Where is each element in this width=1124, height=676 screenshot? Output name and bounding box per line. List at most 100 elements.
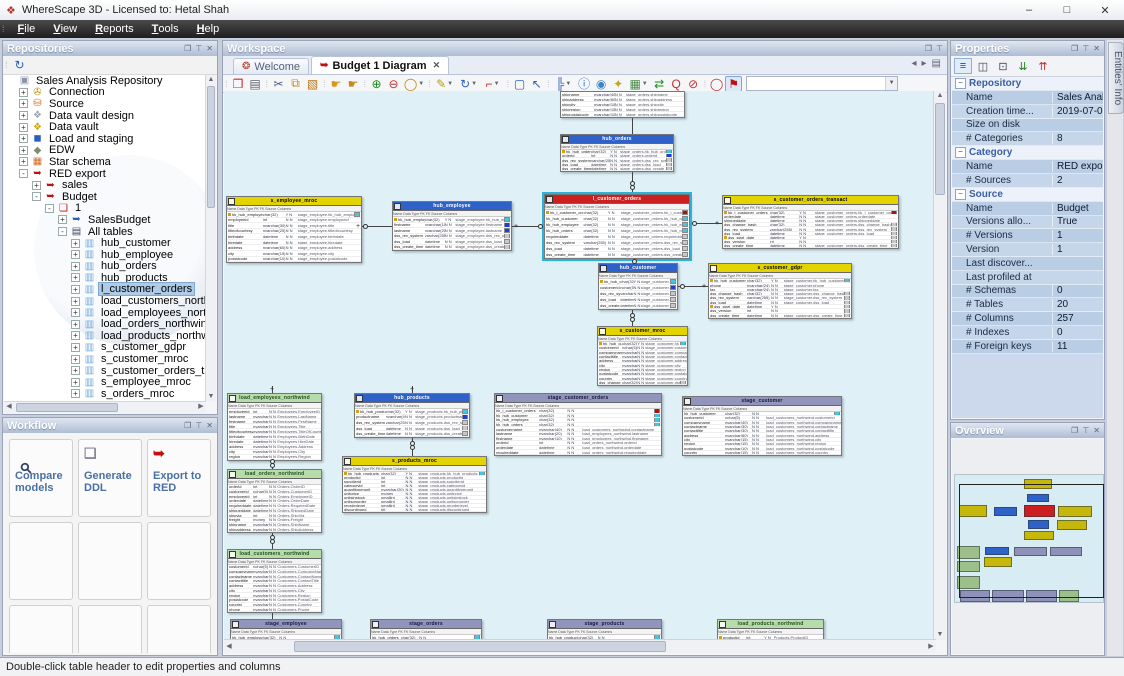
entity-header[interactable]: stage_employee bbox=[231, 620, 341, 629]
tab-scroll-left-icon[interactable]: ◂ bbox=[911, 58, 917, 69]
entity-header[interactable]: stage_customer bbox=[683, 397, 841, 406]
entity-header[interactable]: s_employee_mroc bbox=[227, 197, 361, 206]
tree-vertical-scrollbar[interactable]: ▲ ▼ bbox=[205, 75, 216, 402]
maximize-button[interactable]: □ bbox=[1063, 4, 1071, 16]
tree-item-s_customer_orders_transact[interactable]: + ▥ s_customer_orders_transact bbox=[4, 365, 206, 377]
ellipse-tool-icon[interactable]: ◯ bbox=[708, 76, 725, 92]
prop-row-creation-time-[interactable]: Creation time... 2019-07-09 09:... bbox=[952, 104, 1103, 119]
tree-expander-icon[interactable]: + bbox=[71, 342, 80, 352]
prop-row-name[interactable]: Name RED export bbox=[952, 160, 1103, 174]
paste-icon[interactable]: ▧ bbox=[304, 76, 321, 92]
tree-item-Star schema[interactable]: + ▦ Star schema bbox=[4, 156, 206, 168]
tree-expander-icon[interactable]: + bbox=[32, 180, 41, 190]
entity-load_employees_northwind[interactable]: load_employees_northwind Name Data Type P… bbox=[227, 393, 322, 461]
tree-item-hub_orders[interactable]: + ▥ hub_orders bbox=[4, 260, 206, 272]
prop-row--versions[interactable]: # Versions 1 bbox=[952, 229, 1103, 244]
prop-row--schemas[interactable]: # Schemas 0 bbox=[952, 284, 1103, 299]
canvas-vertical-scrollbar[interactable]: ▲ ▼ bbox=[933, 91, 946, 640]
prop-row-size-on-disk[interactable]: Size on disk bbox=[952, 118, 1103, 133]
minimap-viewport[interactable] bbox=[959, 484, 1104, 598]
tree-item-Source[interactable]: + ⛁ Source bbox=[4, 98, 206, 110]
print-icon[interactable]: ▤ bbox=[247, 76, 264, 92]
scroll-down-icon[interactable]: ▼ bbox=[207, 393, 215, 400]
tree-item-s_orders_mroc[interactable]: + ▥ s_orders_mroc bbox=[4, 388, 206, 400]
tree-expander-icon[interactable]: - bbox=[58, 227, 67, 237]
view-card-icon[interactable]: ⊡ bbox=[998, 60, 1008, 73]
workflow-empty-card[interactable] bbox=[9, 605, 73, 653]
tree-expander-icon[interactable]: + bbox=[19, 99, 28, 109]
workflow-empty-card[interactable] bbox=[147, 605, 211, 653]
entity-header[interactable]: load_products_northwind bbox=[718, 620, 823, 629]
menu-reports[interactable]: Reports bbox=[95, 23, 134, 35]
pin-icon[interactable]: ⊤ bbox=[1082, 44, 1090, 53]
entity-header[interactable]: s_products_mroc bbox=[343, 457, 486, 466]
entity-s_customer_gdpr[interactable]: s_customer_gdpr Name Data Type PK FK Sour… bbox=[708, 263, 852, 319]
entity-s_employee_mroc[interactable]: s_employee_mroc Name Data Type PK FK Sour… bbox=[226, 196, 362, 263]
entity-header[interactable]: stage_products bbox=[548, 620, 661, 629]
prop-row-name[interactable]: Name Budget bbox=[952, 201, 1103, 216]
close-icon[interactable]: ✕ bbox=[206, 421, 213, 430]
query-add-icon[interactable]: Q bbox=[668, 76, 685, 92]
tree-item-Load and staging[interactable]: + ◼ Load and staging bbox=[4, 133, 206, 145]
close-icon[interactable]: ✕ bbox=[1093, 44, 1100, 53]
collapse-all-icon[interactable]: ⇈ bbox=[1038, 60, 1048, 73]
tab-scroll-right-icon[interactable]: ▸ bbox=[921, 58, 927, 69]
entity-header[interactable]: stage_customer_orders bbox=[495, 394, 661, 403]
auto-layout-icon[interactable]: ↻ ▼ bbox=[457, 76, 481, 92]
tree-expander-icon[interactable]: + bbox=[71, 377, 80, 387]
float-icon[interactable]: ❐ bbox=[1071, 44, 1079, 53]
tree-expander-icon[interactable]: + bbox=[71, 331, 80, 341]
prop-section-repository[interactable]: − Repository bbox=[952, 77, 1103, 91]
tree-expander-icon[interactable]: - bbox=[19, 169, 28, 179]
draw-connector-icon[interactable]: ✎ ▼ bbox=[433, 76, 457, 92]
entity-hub_products[interactable]: hub_products Name Data Type PK FK Source … bbox=[354, 393, 470, 438]
view-list-icon[interactable]: ≡ bbox=[954, 58, 972, 74]
tree-item-EDW[interactable]: + ◆ EDW bbox=[4, 144, 206, 156]
tab-budget-1-diagram[interactable]: ➥ Budget 1 Diagram ✕ bbox=[311, 56, 450, 74]
canvas-horizontal-scrollbar[interactable]: ◀ ▶ bbox=[224, 639, 936, 653]
minimize-button[interactable]: – bbox=[1025, 4, 1033, 16]
prop-row-last-profiled-at[interactable]: Last profiled at bbox=[952, 270, 1103, 285]
entity-header[interactable]: load_orders_northwind bbox=[228, 470, 321, 479]
info-icon[interactable]: ⓘ bbox=[576, 76, 593, 92]
dropdown-arrow-icon[interactable]: ▼ bbox=[641, 80, 648, 87]
prop-row--columns[interactable]: # Columns 257 bbox=[952, 312, 1103, 326]
tree-item-hub_employee[interactable]: + ▥ hub_employee bbox=[4, 249, 206, 261]
entity-header[interactable]: hub_customer bbox=[599, 264, 677, 273]
prop-row--indexes[interactable]: # Indexes 0 bbox=[952, 325, 1103, 340]
prop-row-versions-allo-[interactable]: Versions allo... True bbox=[952, 215, 1103, 230]
dropdown-arrow-icon[interactable]: ▼ bbox=[447, 80, 454, 87]
dropdown-arrow-icon[interactable]: ▼ bbox=[885, 77, 898, 90]
entity-hub_employee[interactable]: hub_employee Name Data Type PK FK Source … bbox=[392, 201, 512, 251]
tab-welcome[interactable]: ❂ Welcome bbox=[233, 58, 310, 74]
tree-horizontal-scrollbar[interactable]: ◀ ▶ bbox=[4, 401, 206, 413]
diagram-search-combobox[interactable]: ▼ bbox=[746, 76, 899, 91]
tree-expander-icon[interactable]: + bbox=[71, 296, 80, 306]
menu-tools[interactable]: Tools bbox=[151, 23, 179, 35]
entity-load_orders_northwind[interactable]: load_orders_northwind Name Data Type PK F… bbox=[227, 469, 322, 533]
compare-models-card[interactable]: ⚲ Compare models bbox=[9, 439, 73, 517]
cut-icon[interactable]: ✂ bbox=[270, 76, 287, 92]
zoom-out-icon[interactable]: ⊖ bbox=[385, 76, 402, 92]
dropdown-arrow-icon[interactable]: ▼ bbox=[565, 80, 572, 87]
tree-item-s_employee_mroc[interactable]: + ▥ s_employee_mroc bbox=[4, 376, 206, 388]
overview-minimap[interactable] bbox=[954, 474, 1104, 603]
tree-item-SalesBudget[interactable]: + ➥ SalesBudget bbox=[4, 214, 206, 226]
tree-item-load_products_northwind[interactable]: + ▥ load_products_northwind bbox=[4, 330, 206, 342]
workflow-empty-card[interactable] bbox=[78, 522, 142, 600]
pin-icon[interactable]: ⊤ bbox=[195, 421, 203, 430]
refresh-icon[interactable]: ↻ bbox=[14, 58, 25, 72]
entity-header[interactable]: s_customer_orders_transact bbox=[723, 196, 898, 205]
generate-ddl-card[interactable]: ❏ Generate DDL bbox=[78, 439, 142, 517]
entity-header[interactable]: s_customer_mroc bbox=[598, 327, 687, 336]
entity-stage_customer[interactable]: stage_customer Name Data Type PK FK Sourc… bbox=[682, 396, 842, 456]
tree-item-s_customer_gdpr[interactable]: + ▥ s_customer_gdpr bbox=[4, 341, 206, 353]
entity-header[interactable]: hub_products bbox=[355, 394, 469, 403]
entity-header[interactable]: hub_employee bbox=[393, 202, 511, 211]
tab-list-icon[interactable]: ▤ bbox=[931, 58, 941, 69]
dropdown-arrow-icon[interactable]: ▼ bbox=[493, 80, 500, 87]
prop-section-source[interactable]: − Source bbox=[952, 187, 1103, 202]
tree-expander-icon[interactable]: + bbox=[71, 284, 80, 294]
